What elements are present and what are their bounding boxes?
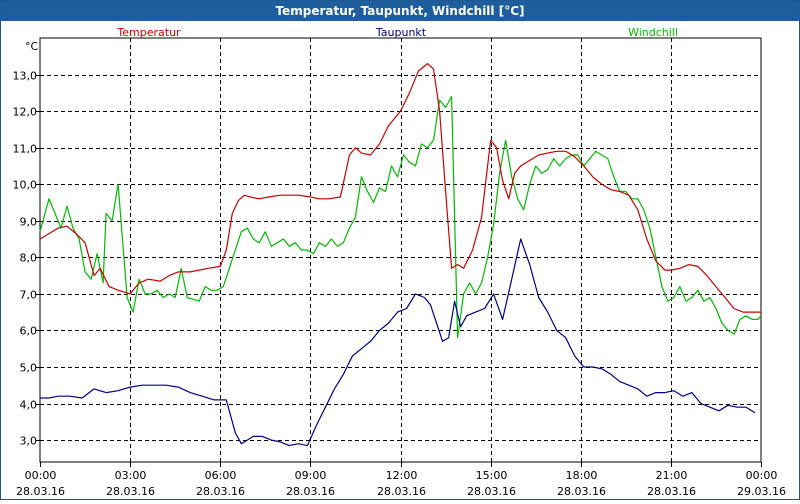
y-tick-label: 10,0 bbox=[13, 179, 38, 192]
x-tick-label-time: 09:00 bbox=[295, 469, 327, 482]
y-tick-label: 6,0 bbox=[20, 325, 38, 338]
x-tick-label-date: 28.03.16 bbox=[196, 485, 245, 498]
series-line-windchill bbox=[39, 95, 762, 339]
series-line-temperatur bbox=[39, 62, 761, 313]
y-tick-label: 9,0 bbox=[20, 216, 38, 229]
y-tick-label: 5,0 bbox=[20, 362, 38, 375]
x-tick-label-date: 28.03.16 bbox=[286, 485, 335, 498]
y-tick-label: 7,0 bbox=[20, 289, 38, 302]
y-tick-label: 4,0 bbox=[20, 399, 38, 412]
legend-temperatur: Temperatur bbox=[116, 26, 181, 39]
x-tick-label-time: 00:00 bbox=[746, 469, 778, 482]
x-tick-label-time: 21:00 bbox=[656, 469, 688, 482]
plot-container: 3,0 4,0 5,0 6,0 7,0 8,0 9,0 10,0 11,0 12,0 13,0 00:… bbox=[1, 21, 799, 499]
y-tick-label: 12,0 bbox=[13, 106, 38, 119]
plot-frame bbox=[39, 37, 762, 463]
series-line-taupunkt bbox=[40, 238, 756, 447]
x-tick-label-date: 28.03.16 bbox=[557, 485, 606, 498]
x-tick-label-time: 00:00 bbox=[25, 469, 57, 482]
x-tick-label-time: 06:00 bbox=[205, 469, 237, 482]
y-tick-label: 13,0 bbox=[13, 70, 38, 83]
y-tick-label: 3,0 bbox=[20, 435, 38, 448]
legend-windchill: Windchill bbox=[628, 26, 678, 39]
x-tick-label-date: 28.03.16 bbox=[647, 485, 696, 498]
x-tick-label-date: 28.03.16 bbox=[377, 485, 426, 498]
x-tick-label-date: 29.03.16 bbox=[737, 485, 786, 498]
x-tick-label-date: 28.03.16 bbox=[467, 485, 516, 498]
x-tick-label-date: 28.03.16 bbox=[16, 485, 65, 498]
x-tick-label-time: 18:00 bbox=[566, 469, 598, 482]
y-axis-label: °C bbox=[25, 40, 39, 53]
x-tick-label-time: 12:00 bbox=[386, 469, 418, 482]
window-title: Temperatur, Taupunkt, Windchill [°C] bbox=[1, 1, 799, 21]
x-tick-label-time: 15:00 bbox=[476, 469, 508, 482]
y-tick-label: 11,0 bbox=[13, 143, 38, 156]
x-tick-label-date: 28.03.16 bbox=[106, 485, 155, 498]
y-tick-label: 8,0 bbox=[20, 252, 38, 265]
legend-taupunkt: Taupunkt bbox=[375, 26, 427, 39]
chart-svg: 3,0 4,0 5,0 6,0 7,0 8,0 9,0 10,0 11,0 12,0 13,0 00:… bbox=[13, 26, 786, 498]
x-tick-label-time: 03:00 bbox=[115, 469, 147, 482]
